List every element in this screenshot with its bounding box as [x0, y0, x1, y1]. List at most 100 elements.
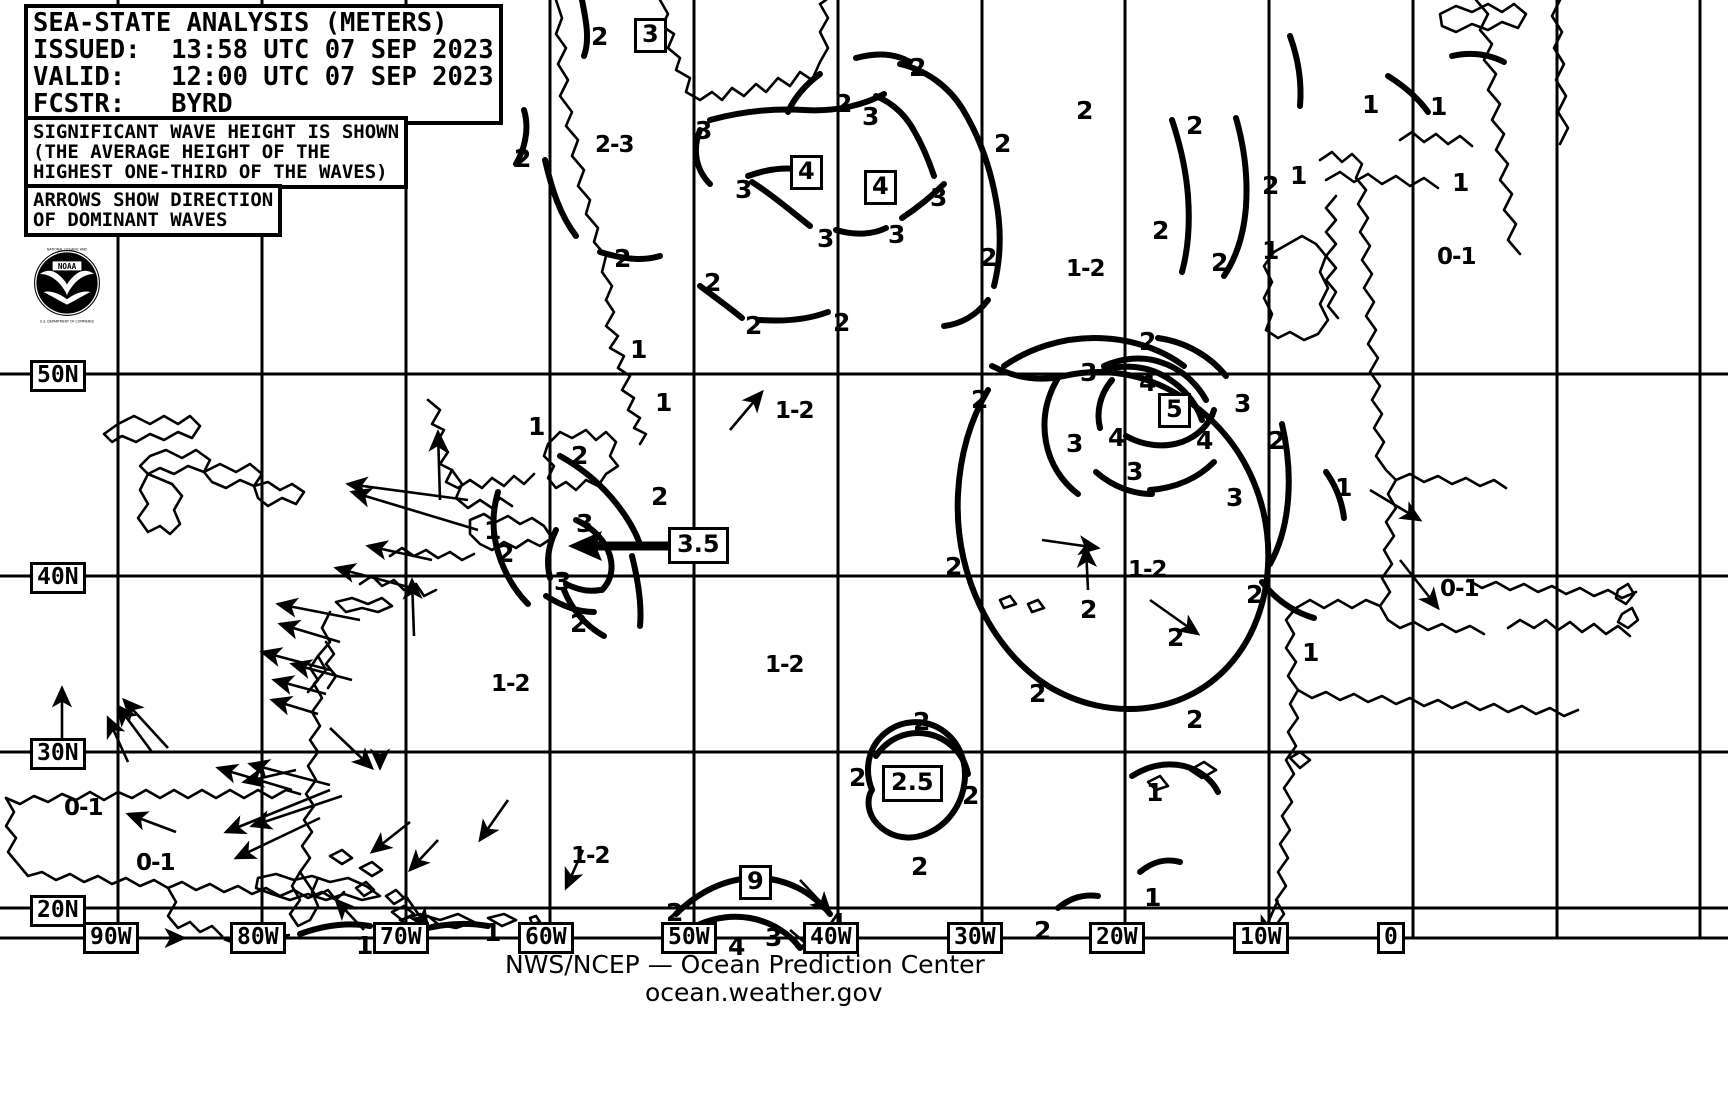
- contour-value-label: 2: [1139, 327, 1157, 356]
- contour-value-label: 2: [666, 898, 684, 927]
- contour-value-label: 1-2: [1066, 256, 1106, 282]
- contour-value-label: 2: [1080, 595, 1098, 624]
- contour-value-label: 3: [735, 175, 753, 204]
- wave-direction-arrows: [51, 389, 1440, 954]
- contour-value-label: 1: [1144, 883, 1162, 912]
- contour-value-label: 2: [945, 552, 963, 581]
- contour-value-label: 3: [1080, 358, 1098, 387]
- contour-value-label: 2: [497, 539, 515, 568]
- contour-value-label: 1: [484, 918, 502, 947]
- contour-value-label: 2: [962, 781, 980, 810]
- contour-value-label: 2: [1268, 426, 1286, 455]
- max-value-box: 3.5: [668, 527, 729, 564]
- contour-value-label: 3: [765, 923, 783, 952]
- contour-value-label: 2: [1167, 623, 1185, 652]
- contour-value-label: 4: [1139, 368, 1157, 397]
- contour-value-label: 3: [1234, 389, 1252, 418]
- contour-value-label: 2: [835, 89, 853, 118]
- contour-value-label: 1: [1146, 778, 1164, 807]
- contour-value-label: 2: [833, 308, 851, 337]
- contour-value-label: 1: [528, 412, 546, 441]
- contour-value-label: 3: [1126, 457, 1144, 486]
- latitude-label: 20N: [30, 895, 86, 927]
- contour-value-label: 2: [704, 268, 722, 297]
- contour-value-label: 1-2: [1128, 557, 1168, 583]
- wave-height-contours: [297, 0, 1507, 951]
- latitude-label: 50N: [30, 360, 86, 392]
- contour-value-label: 2: [1186, 111, 1204, 140]
- contour-value-label: 2: [591, 22, 609, 51]
- contour-value-label: 2: [614, 244, 632, 273]
- longitude-label: 60W: [518, 922, 574, 954]
- contour-value-label: 3: [930, 183, 948, 212]
- contour-value-label: 1: [356, 931, 374, 960]
- contour-value-label: 1: [655, 388, 673, 417]
- noaa-ring-top-text: NATIONAL OCEANIC AND: [47, 248, 87, 252]
- contour-value-label: 2: [1076, 96, 1094, 125]
- contour-value-label: 0-1: [1437, 244, 1477, 270]
- contour-value-label: 4: [1108, 423, 1126, 452]
- contour-value-label: 4: [728, 932, 746, 961]
- longitude-label: 30W: [947, 922, 1003, 954]
- max-value-box: 4: [864, 170, 897, 205]
- contour-value-label: 2: [913, 707, 931, 736]
- contour-value-label: 2: [1211, 248, 1229, 277]
- contour-value-label: 2: [651, 482, 669, 511]
- contour-value-label: 3: [862, 102, 880, 131]
- contour-value-label: 2: [849, 763, 867, 792]
- contour-value-label: 1: [1262, 236, 1280, 265]
- max-value-box: 4: [790, 155, 823, 190]
- contour-value-label: 1-2: [765, 652, 805, 678]
- contour-value-label: 3: [554, 567, 572, 596]
- footer-website: ocean.weather.gov: [645, 978, 883, 1007]
- footer-producer: NWS/NCEP — Ocean Prediction Center: [505, 950, 985, 979]
- contour-value-label: 2: [1186, 705, 1204, 734]
- max-value-box: 3: [634, 18, 667, 53]
- significant-wave-height-note-box: SIGNIFICANT WAVE HEIGHT IS SHOWN (THE AV…: [24, 116, 409, 190]
- contour-value-label: 2: [1034, 916, 1052, 945]
- noaa-logo: NOAA NATIONAL OCEANIC AND U.S. DEPARTMEN…: [34, 248, 100, 324]
- contour-value-label: 2: [745, 311, 763, 340]
- contour-value-label: 2: [994, 129, 1012, 158]
- max-value-box: 9: [739, 865, 772, 900]
- longitude-label: 0: [1377, 922, 1405, 954]
- contour-value-label: 1: [630, 335, 648, 364]
- title-info-box: SEA-STATE ANALYSIS (METERS) ISSUED: 13:5…: [24, 4, 503, 126]
- contour-value-label: 3: [817, 224, 835, 253]
- longitude-label: 10W: [1233, 922, 1289, 954]
- contour-value-label: 2: [1029, 679, 1047, 708]
- contour-value-label: 1: [1430, 92, 1448, 121]
- noaa-logo-text: NOAA: [58, 262, 77, 271]
- contour-value-label: 1-2: [491, 671, 531, 697]
- contour-value-label: 3: [1066, 429, 1084, 458]
- contour-value-label: 2-3: [595, 132, 635, 158]
- contour-value-label: 3: [1226, 483, 1244, 512]
- contour-value-label: 2: [570, 609, 588, 638]
- longitude-label: 20W: [1089, 922, 1145, 954]
- contour-value-label: 1-2: [775, 398, 815, 424]
- longitude-label: 50W: [661, 922, 717, 954]
- contour-value-label: 1: [1362, 90, 1380, 119]
- contour-value-label: 2: [971, 385, 989, 414]
- contour-value-label: 0-1: [1440, 576, 1480, 602]
- contour-value-label: 2: [909, 53, 927, 82]
- contour-value-label: 2: [1246, 580, 1264, 609]
- latitude-label: 30N: [30, 738, 86, 770]
- contour-value-label: 3: [576, 509, 594, 538]
- contour-value-label: 2: [571, 441, 589, 470]
- noaa-ring-bottom-text: U.S. DEPARTMENT OF COMMERCE: [40, 320, 94, 324]
- contour-value-label: 2: [980, 243, 998, 272]
- longitude-label: 90W: [83, 922, 139, 954]
- contour-value-label: 1: [1290, 161, 1308, 190]
- max-value-box: 5: [1158, 393, 1191, 428]
- max-value-box: 2.5: [882, 765, 943, 802]
- contour-value-label: 2: [1262, 171, 1280, 200]
- arrows-direction-note-box: ARROWS SHOW DIRECTION OF DOMINANT WAVES: [24, 184, 283, 238]
- max-value-pointer: [568, 531, 672, 561]
- longitude-label: 70W: [373, 922, 429, 954]
- contour-value-label: 1: [1302, 638, 1320, 667]
- contour-value-label: 0-1: [136, 850, 176, 876]
- contour-value-label: 1: [484, 516, 502, 545]
- contour-value-label: 3: [888, 220, 906, 249]
